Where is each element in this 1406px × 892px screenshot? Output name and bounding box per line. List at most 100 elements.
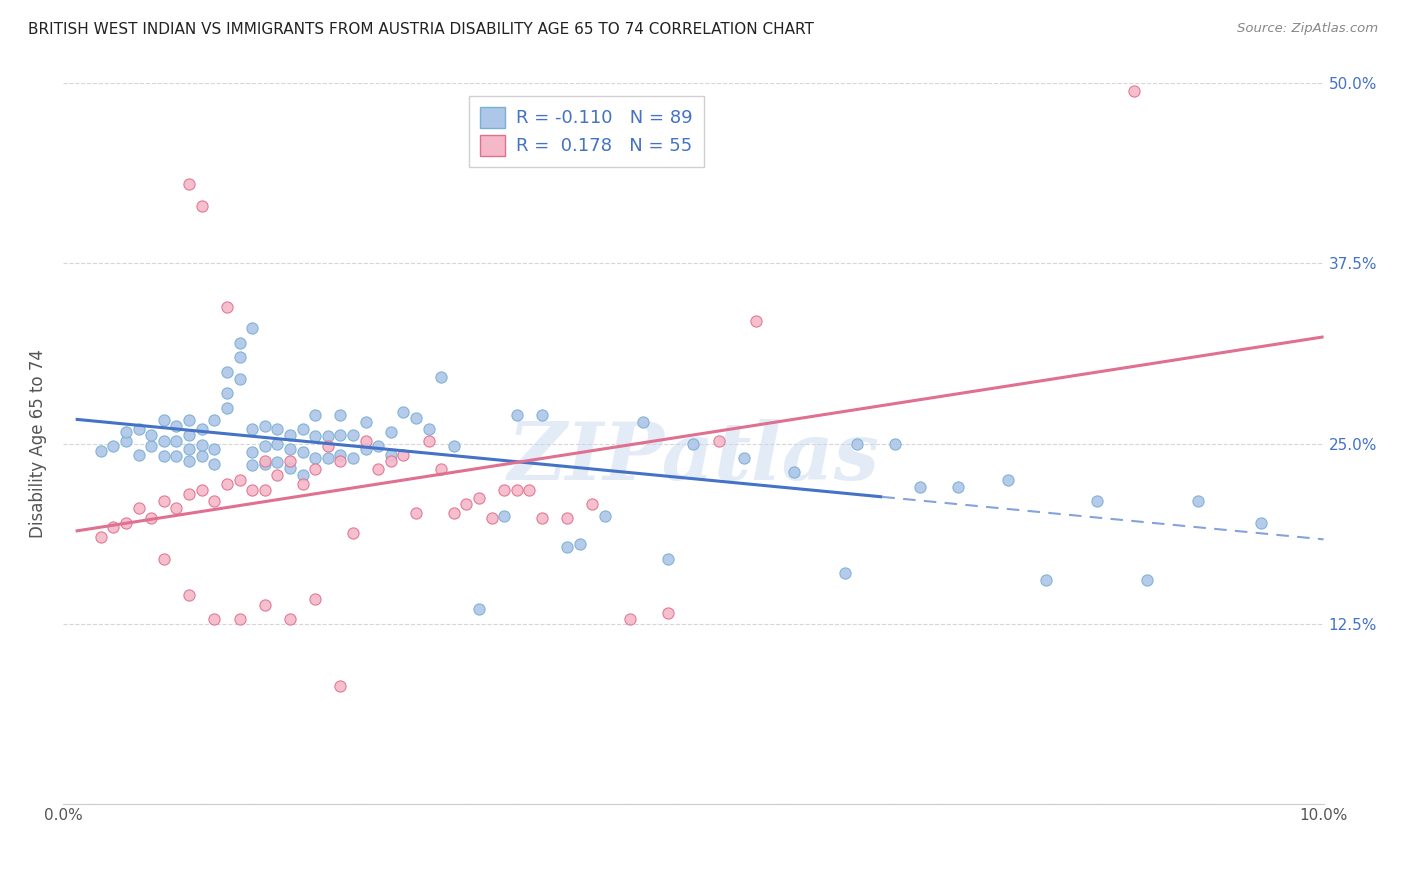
Point <box>946 480 969 494</box>
Point <box>253 419 276 434</box>
Point <box>494 483 516 497</box>
Point <box>190 438 212 452</box>
Point <box>128 448 150 462</box>
Point <box>329 448 352 462</box>
Point <box>494 508 516 523</box>
Point <box>443 506 465 520</box>
Point <box>177 454 200 468</box>
Point <box>354 415 377 429</box>
Point <box>240 483 263 497</box>
Point <box>304 592 326 607</box>
Point <box>190 422 212 436</box>
Point <box>90 443 112 458</box>
Point <box>202 612 225 626</box>
Point <box>266 422 288 436</box>
Point <box>103 520 125 534</box>
Point <box>215 401 238 415</box>
Point <box>215 476 238 491</box>
Point <box>316 439 339 453</box>
Point <box>657 551 679 566</box>
Point <box>177 178 200 192</box>
Point <box>304 408 326 422</box>
Point <box>1123 84 1146 98</box>
Point <box>783 466 806 480</box>
Point <box>1085 494 1108 508</box>
Point <box>733 450 755 465</box>
Point <box>1035 574 1057 588</box>
Point <box>304 450 326 465</box>
Point <box>153 551 176 566</box>
Point <box>380 454 402 468</box>
Point <box>90 530 112 544</box>
Point <box>354 442 377 457</box>
Point <box>380 425 402 439</box>
Point <box>329 408 352 422</box>
Point <box>228 473 250 487</box>
Point <box>506 483 529 497</box>
Point <box>430 370 453 384</box>
Point <box>103 439 125 453</box>
Point <box>240 458 263 472</box>
Point <box>468 491 491 506</box>
Point <box>166 450 188 464</box>
Point <box>581 497 603 511</box>
Point <box>153 413 176 427</box>
Point <box>240 445 263 459</box>
Point <box>682 436 704 450</box>
Legend: R = -0.110   N = 89, R =  0.178   N = 55: R = -0.110 N = 89, R = 0.178 N = 55 <box>470 96 703 167</box>
Point <box>202 457 225 471</box>
Point <box>215 300 238 314</box>
Point <box>908 480 931 494</box>
Point <box>593 508 616 523</box>
Point <box>141 428 163 442</box>
Point <box>253 598 276 612</box>
Point <box>519 483 541 497</box>
Point <box>555 540 578 554</box>
Point <box>481 511 503 525</box>
Point <box>202 442 225 457</box>
Y-axis label: Disability Age 65 to 74: Disability Age 65 to 74 <box>30 349 46 538</box>
Point <box>619 612 641 626</box>
Point <box>657 607 679 621</box>
Text: ZIPatlas: ZIPatlas <box>508 419 879 497</box>
Point <box>367 439 389 453</box>
Point <box>291 468 314 483</box>
Point <box>266 455 288 469</box>
Point <box>215 364 238 378</box>
Point <box>141 439 163 453</box>
Point <box>166 434 188 448</box>
Point <box>202 494 225 508</box>
Point <box>266 436 288 450</box>
Point <box>215 386 238 401</box>
Point <box>884 436 907 450</box>
Point <box>240 321 263 335</box>
Point <box>153 450 176 464</box>
Text: BRITISH WEST INDIAN VS IMMIGRANTS FROM AUSTRIA DISABILITY AGE 65 TO 74 CORRELATI: BRITISH WEST INDIAN VS IMMIGRANTS FROM A… <box>28 22 814 37</box>
Point <box>380 448 402 462</box>
Point <box>329 428 352 442</box>
Point <box>128 501 150 516</box>
Point <box>367 462 389 476</box>
Point <box>202 413 225 427</box>
Point <box>228 372 250 386</box>
Point <box>177 487 200 501</box>
Point <box>405 506 427 520</box>
Point <box>228 612 250 626</box>
Point <box>177 428 200 442</box>
Point <box>1250 516 1272 530</box>
Point <box>291 445 314 459</box>
Point <box>291 476 314 491</box>
Point <box>506 408 529 422</box>
Point <box>846 436 869 450</box>
Point <box>342 525 364 540</box>
Point <box>266 468 288 483</box>
Point <box>430 462 453 476</box>
Point <box>392 448 415 462</box>
Point <box>329 679 352 693</box>
Point <box>278 428 301 442</box>
Point <box>418 434 440 448</box>
Point <box>177 588 200 602</box>
Point <box>342 450 364 465</box>
Point <box>456 497 478 511</box>
Point <box>418 422 440 436</box>
